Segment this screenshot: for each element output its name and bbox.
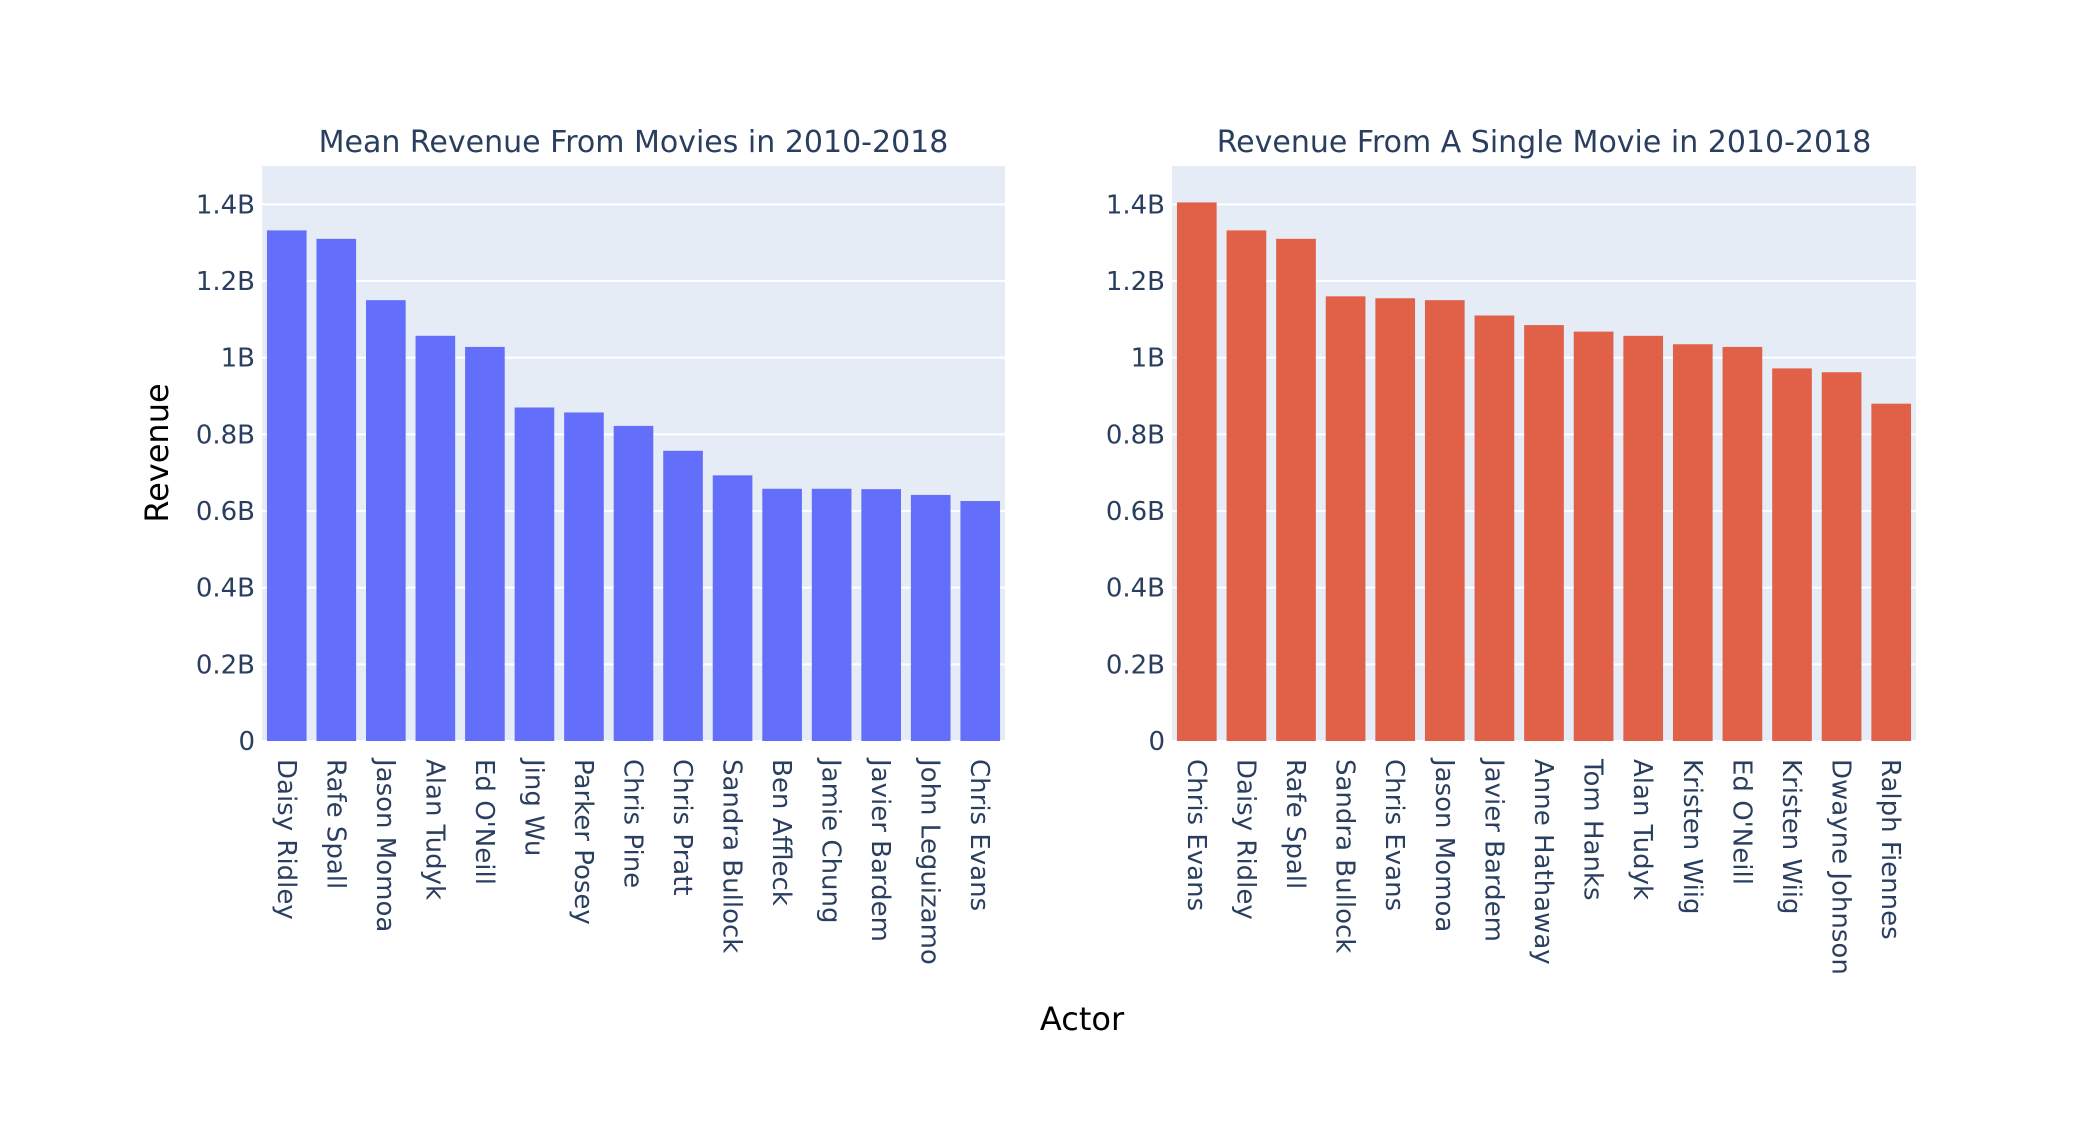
x-tick-label: Kristen Wiig [1776, 759, 1806, 915]
x-tick-label: Daisy Ridley [1230, 759, 1260, 920]
bar [712, 475, 753, 741]
bar [1226, 230, 1267, 741]
x-tick-label: Rafe Spall [320, 759, 350, 889]
y-tick-label: 1.2B [196, 267, 255, 297]
x-tick-label: Kristen Wiig [1677, 759, 1707, 915]
bar [1871, 403, 1912, 741]
chart-panels: 0 0.2B 0.4B 0.6B 0.8B 1B 1.2B 1.4B Daisy Ridley R… [196, 125, 1916, 975]
y-tick-label: 1B [1131, 344, 1165, 374]
chart-panel-1: 0 0.2B 0.4B 0.6B 0.8B 1B 1.2B 1.4B Daisy Ridley R… [196, 125, 1005, 965]
x-tick-label: Chris Pratt [667, 759, 697, 896]
x-tick-label: Jamie Chung [816, 757, 846, 924]
x-tick-label: Jing Wu [518, 757, 548, 856]
bar [1772, 368, 1812, 741]
x-tick-label: Ed O'Neill [1726, 759, 1756, 885]
x-tick-label: Daisy Ridley [271, 759, 301, 920]
y-tick-label: 0.4B [196, 574, 255, 604]
x-tick-label: Jason Momoa [1429, 757, 1459, 932]
x-tick-label: Parker Posey [568, 759, 598, 925]
y-tick-label: 0.6B [1106, 497, 1165, 527]
x-tick-label: Ed O'Neill [469, 759, 499, 885]
bar [1375, 298, 1416, 741]
bar [613, 425, 654, 741]
bar [910, 494, 951, 741]
bar [1176, 202, 1217, 741]
x-tick-label: Alan Tudyk [419, 759, 449, 900]
x-tick-label: Dwayne Johnson [1826, 759, 1856, 975]
y-tick-label: 0 [1148, 727, 1165, 757]
bar [1325, 296, 1366, 741]
y-tick-label: 1B [221, 344, 255, 374]
chart-title: Mean Revenue From Movies in 2010-2018 [319, 125, 949, 160]
x-tick-label: Ben Affleck [766, 759, 796, 906]
bar [1276, 238, 1316, 742]
y-tick-label: 1.4B [196, 190, 255, 220]
x-tick-label: Anne Hathaway [1528, 759, 1558, 965]
x-tick-label: Jason Momoa [370, 757, 400, 932]
x-tick-label: Chris Pine [618, 759, 648, 888]
bar [1474, 315, 1515, 741]
y-tick-label: 0.8B [1106, 420, 1165, 450]
bar [663, 450, 703, 741]
x-tick-label: Sandra Bullock [1330, 759, 1360, 953]
bar [1821, 372, 1862, 741]
bar [762, 488, 802, 741]
x-tick-label: Tom Hanks [1578, 758, 1608, 901]
bar [1623, 335, 1664, 741]
y-tick-label: 0 [238, 727, 255, 757]
y-tick-label: 0.8B [196, 420, 255, 450]
x-tick-label: Ralph Fiennes [1875, 759, 1905, 940]
x-tick-label: Javier Bardem [865, 757, 895, 942]
y-tick-label: 1.2B [1106, 267, 1165, 297]
bar [1524, 325, 1564, 741]
bar [415, 335, 456, 741]
bar [266, 230, 307, 741]
bar [514, 407, 555, 741]
y-tick-label: 0.4B [1106, 574, 1165, 604]
bar [465, 346, 505, 741]
bar [1424, 300, 1465, 741]
bar [811, 488, 852, 741]
x-tick-label: Alan Tudyk [1627, 759, 1657, 900]
bar [960, 501, 1001, 741]
x-tick-label: Rafe Spall [1280, 759, 1310, 889]
x-axis-title: Actor [1040, 1000, 1125, 1038]
bar [366, 300, 406, 741]
bar [316, 238, 357, 742]
x-tick-label: Chris Evans [1181, 759, 1211, 911]
bar [1672, 344, 1713, 741]
y-tick-label: 0.2B [196, 650, 255, 680]
x-tick-label: Chris Evans [964, 759, 994, 911]
y-tick-label: 0.6B [196, 497, 255, 527]
bar [1573, 331, 1614, 741]
x-tick-label: John Leguizamo [915, 757, 945, 965]
bar [564, 412, 604, 741]
bar [1722, 346, 1763, 741]
chart-panel-2: 0 0.2B 0.4B 0.6B 0.8B 1B 1.2B 1.4B Chris Evans Da… [1106, 125, 1916, 975]
y-tick-label: 0.2B [1106, 650, 1165, 680]
y-axis-title: Revenue [138, 383, 176, 522]
x-tick-label: Chris Evans [1379, 759, 1409, 911]
y-tick-label: 1.4B [1106, 190, 1165, 220]
x-tick-label: Javier Bardem [1478, 757, 1508, 942]
chart-title: Revenue From A Single Movie in 2010-2018 [1217, 125, 1872, 160]
x-tick-label: Sandra Bullock [717, 759, 747, 953]
bar [861, 489, 901, 741]
